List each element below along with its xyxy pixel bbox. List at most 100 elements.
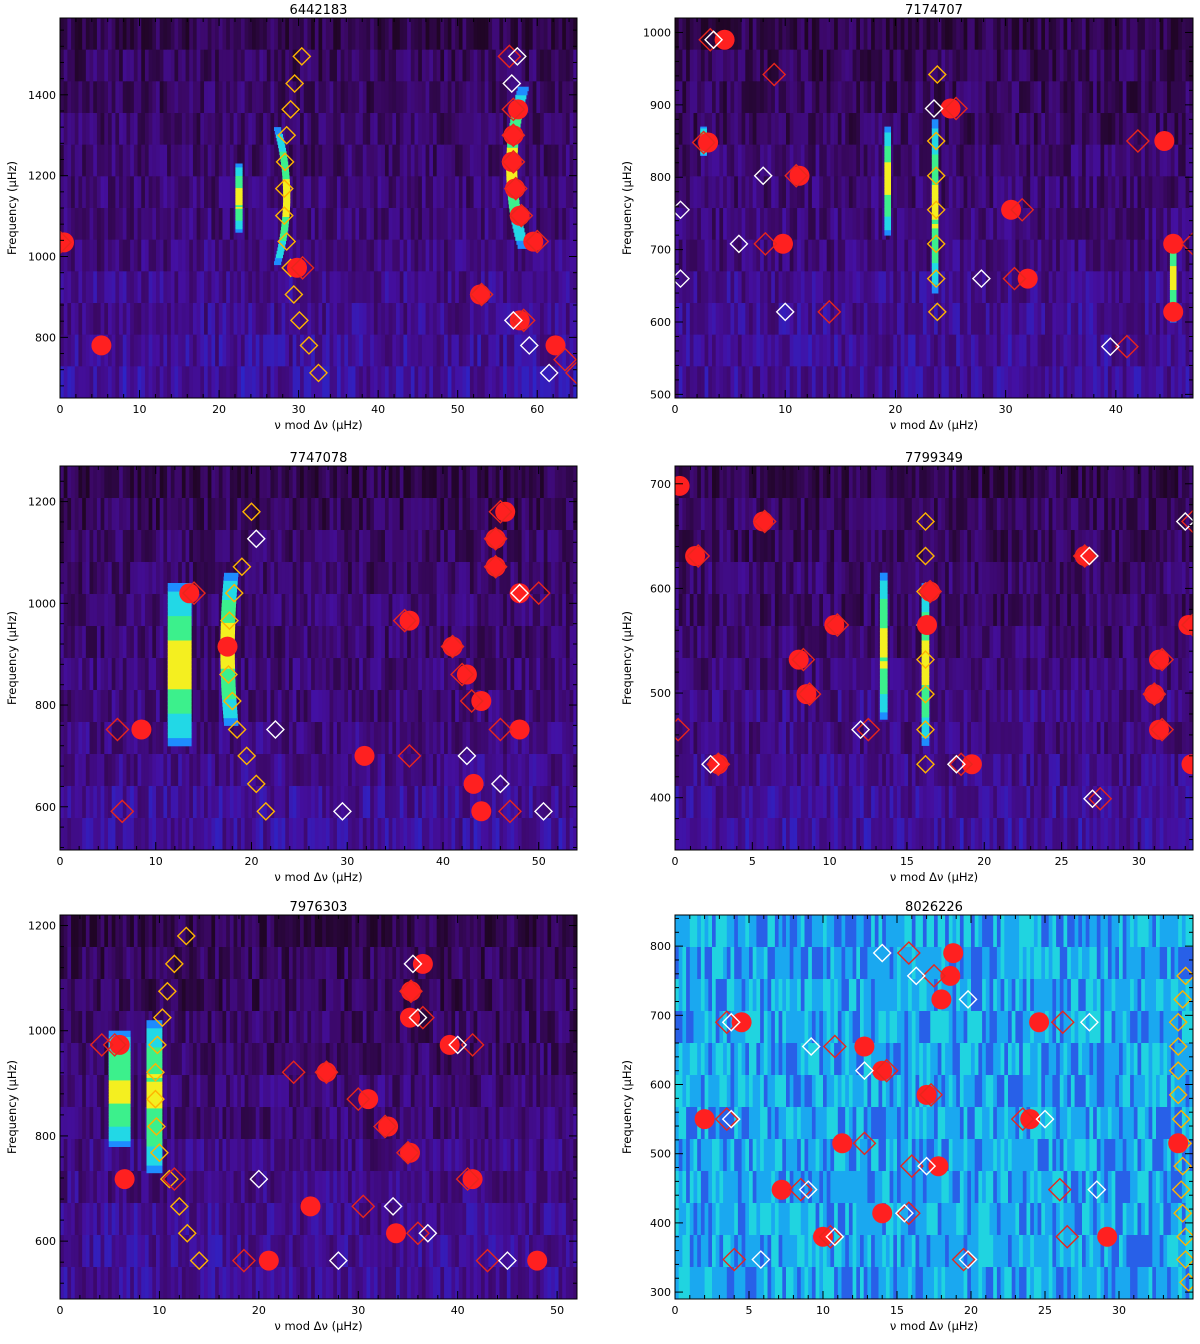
l0-diamond-marker [1002, 266, 1027, 291]
l0-diamond-marker [1181, 509, 1193, 534]
l0-diamond-marker [459, 688, 484, 713]
observed-mode-circle [796, 684, 817, 705]
l0-diamond-marker [918, 579, 943, 604]
l2-diamond-marker [1079, 546, 1099, 566]
y-tick-label: 800 [35, 1130, 56, 1143]
observed-mode-circle [714, 29, 735, 50]
x-tick-label: 40 [451, 1304, 465, 1317]
observed-mode-circle [943, 943, 964, 964]
observed-mode-circle [685, 546, 706, 566]
l0-diamond-marker [565, 360, 577, 385]
l0-diamond-marker [1010, 197, 1035, 222]
l0-diamond-marker [89, 1032, 114, 1057]
l2-diamond-marker [1083, 789, 1102, 809]
l0-diamond-marker [1125, 129, 1150, 154]
y-axis-label: Frequency (μHz) [620, 1060, 634, 1154]
l1-diamond-marker [277, 125, 297, 145]
panel-6442183: 0 10 20 30 40 50 60 800 1000 1200 1400 6442183 ν mod… [5, 3, 578, 432]
y-axis-label: Frequency (μHz) [620, 611, 634, 705]
l2-diamond-marker [798, 1180, 818, 1200]
l0-diamond-marker [105, 717, 130, 742]
y-tick-label: 1200 [28, 920, 56, 933]
observed-mode-circle [114, 1169, 135, 1190]
l2-diamond-marker [332, 801, 352, 821]
x-tick-label: 10 [149, 855, 163, 868]
observed-mode-circle [378, 1116, 399, 1137]
y-tick-label: 700 [650, 1009, 671, 1022]
y-tick-label: 300 [650, 1286, 671, 1299]
x-tick-label: 30 [351, 1304, 365, 1317]
l2-diamond-marker [704, 30, 724, 50]
y-tick-label: 1000 [28, 251, 56, 264]
l1-diamond-marker [926, 166, 946, 186]
l1-diamond-marker [1173, 1156, 1193, 1176]
observed-mode-circle [509, 719, 530, 740]
l2-diamond-marker [721, 1109, 741, 1129]
l0-diamond-marker [922, 963, 946, 988]
l0-diamond-marker [899, 1154, 924, 1179]
l1-diamond-marker [926, 200, 946, 220]
l0-diamond-marker [392, 608, 417, 633]
l0-diamond-marker [1150, 717, 1175, 742]
l1-diamond-marker [1168, 1061, 1188, 1081]
l1-diamond-marker [152, 1008, 172, 1028]
l1-diamond-marker [1173, 1203, 1193, 1223]
l1-diamond-marker [916, 546, 935, 566]
l2-diamond-marker [1100, 337, 1120, 357]
panel-7976303: 0 10 20 30 40 50 600 800 1000 1200 7976303 ν mod Δν… [5, 900, 578, 1333]
observed-mode-circle [1181, 754, 1193, 775]
l2-diamond-marker [775, 302, 795, 322]
observed-mode-circle [1144, 684, 1165, 705]
observed-mode-circle [731, 1012, 752, 1033]
observed-mode-circle [1163, 233, 1184, 254]
l0-diamond-marker [1072, 543, 1097, 568]
l1-diamond-marker [916, 720, 935, 740]
l0-diamond-marker [852, 1131, 877, 1156]
l1-diamond-marker [145, 1089, 165, 1109]
l0-diamond-marker [346, 1087, 371, 1112]
observed-mode-circle [813, 1226, 833, 1247]
panel-title: 7174707 [905, 3, 963, 18]
observed-mode-circle [1097, 1226, 1118, 1247]
l0-diamond-marker [896, 941, 921, 966]
observed-mode-circle [928, 1156, 949, 1177]
l0-diamond-marker [944, 96, 969, 121]
l1-diamond-marker [146, 1116, 166, 1136]
heatmap-background [60, 915, 577, 1299]
l0-diamond-marker [1088, 786, 1113, 811]
l0-diamond-marker [1055, 1224, 1080, 1249]
observed-mode-circle [456, 664, 477, 685]
l1-diamond-marker [916, 511, 935, 531]
observed-mode-circle [931, 989, 952, 1010]
l0-diamond-marker [314, 1060, 339, 1085]
observed-mode-circle [442, 636, 463, 657]
l1-diamond-marker [219, 665, 238, 685]
l0-diamond-marker [553, 347, 577, 372]
l2-diamond-marker [906, 966, 926, 986]
observed-mode-circle [832, 1133, 853, 1154]
mode-markers [60, 44, 577, 385]
l0-diamond-marker [511, 308, 536, 333]
y-tick-label: 700 [650, 478, 671, 491]
l1-diamond-marker [222, 691, 242, 711]
l1-diamond-marker [916, 650, 935, 670]
observed-mode-circle [788, 649, 809, 670]
x-tick-label: 25 [1038, 1304, 1052, 1317]
x-tick-label: 15 [900, 855, 914, 868]
y-tick-label: 600 [650, 1079, 671, 1092]
panel-title: 8026226 [905, 900, 963, 915]
l1-diamond-marker [159, 1169, 179, 1189]
x-tick-label: 0 [57, 1304, 64, 1317]
l2-diamond-marker [958, 1250, 978, 1270]
x-tick-label: 0 [672, 855, 679, 868]
y-tick-label: 800 [650, 940, 671, 953]
heatmap-background [675, 466, 1193, 850]
l2-diamond-marker [1087, 1180, 1107, 1200]
y-tick-label: 500 [650, 388, 671, 401]
l0-diamond-marker [501, 149, 526, 174]
x-axis-label: ν mod Δν (μHz) [274, 1319, 362, 1333]
x-tick-label: 5 [746, 1304, 753, 1317]
l0-diamond-marker [483, 526, 508, 551]
x-tick-label: 50 [451, 403, 465, 416]
x-tick-label: 20 [977, 855, 991, 868]
